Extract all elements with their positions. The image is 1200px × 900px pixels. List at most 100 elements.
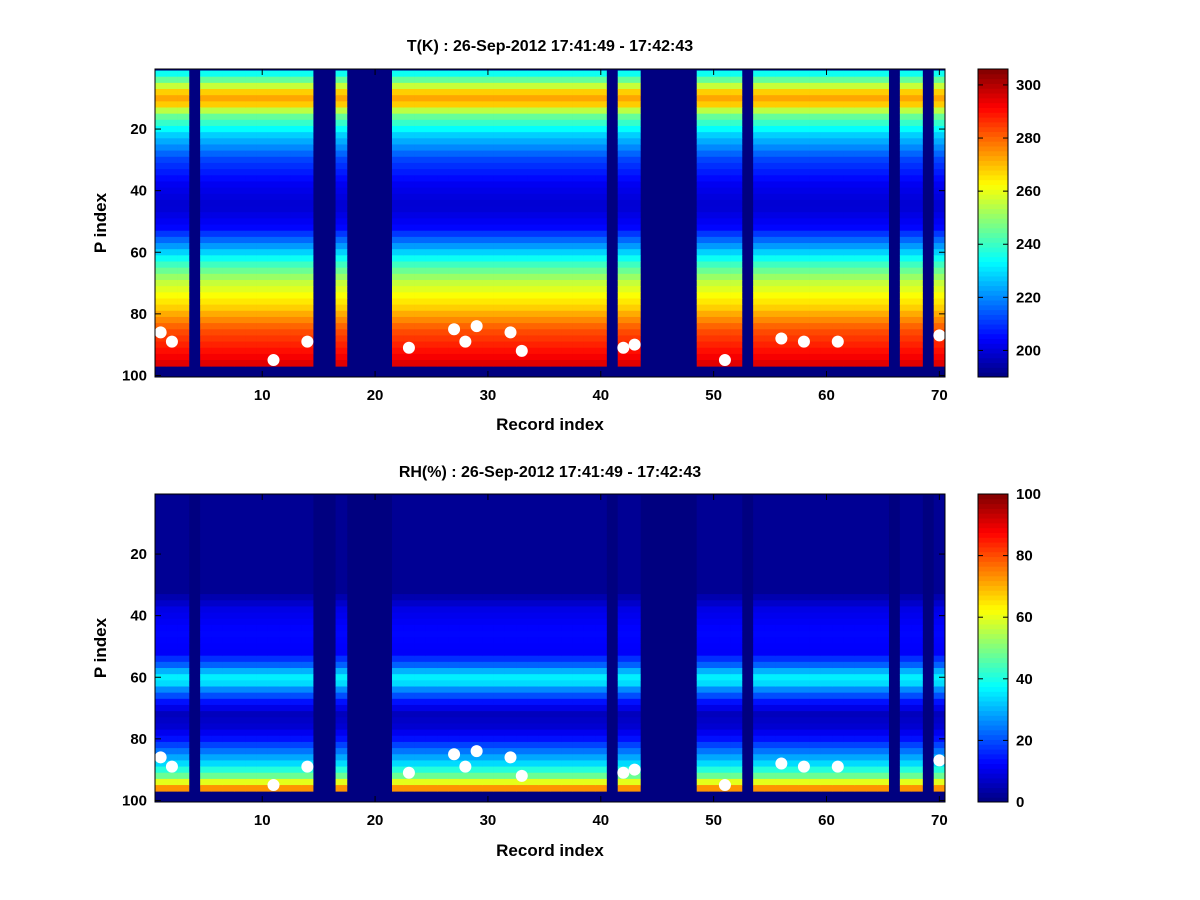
heatmap-cell bbox=[617, 748, 630, 755]
heatmap-cell bbox=[809, 169, 822, 176]
heatmap-cell bbox=[234, 520, 246, 527]
heatmap-cell bbox=[854, 261, 867, 269]
heatmap-cell bbox=[448, 95, 461, 102]
heatmap-cell bbox=[482, 156, 494, 164]
heatmap-cell bbox=[301, 310, 314, 318]
heatmap-cell bbox=[696, 557, 709, 564]
heatmap-cell bbox=[820, 212, 833, 219]
heatmap-cell bbox=[425, 532, 438, 540]
heatmap-cell bbox=[719, 273, 731, 281]
heatmap-cell bbox=[527, 89, 540, 96]
heatmap-cell bbox=[403, 637, 415, 644]
heatmap-cell bbox=[177, 594, 190, 601]
heatmap-cell bbox=[504, 113, 517, 121]
heatmap-cell bbox=[629, 772, 641, 780]
heatmap-cell bbox=[583, 101, 596, 108]
heatmap-cell bbox=[538, 532, 551, 540]
heatmap-cell bbox=[809, 144, 822, 152]
heatmap-cell bbox=[730, 304, 743, 312]
heatmap-cell bbox=[200, 778, 212, 786]
heatmap-cell bbox=[504, 692, 517, 700]
heatmap-cell bbox=[200, 70, 212, 78]
heatmap-cell bbox=[820, 101, 833, 108]
heatmap-cell bbox=[696, 624, 709, 632]
heatmap-cell bbox=[730, 193, 743, 201]
heatmap-cell bbox=[583, 181, 596, 188]
heatmap-cell bbox=[583, 680, 596, 687]
heatmap-cell bbox=[516, 292, 528, 299]
heatmap-cell bbox=[504, 286, 517, 293]
heatmap-cell bbox=[177, 649, 190, 657]
heatmap-cell bbox=[775, 514, 788, 521]
heatmap-cell bbox=[335, 156, 348, 164]
heatmap-cell bbox=[493, 760, 506, 767]
heatmap-cell bbox=[392, 704, 404, 712]
heatmap-cell bbox=[166, 735, 178, 743]
heatmap-cell bbox=[787, 187, 799, 195]
heatmap-cell bbox=[267, 655, 280, 663]
heatmap-cell bbox=[696, 243, 709, 250]
heatmap-cell bbox=[787, 563, 799, 570]
heatmap-cell bbox=[696, 212, 709, 219]
heatmap-cell bbox=[256, 692, 269, 700]
heatmap-cell bbox=[629, 279, 641, 287]
heatmap-cell bbox=[595, 243, 607, 250]
heatmap-cell bbox=[245, 760, 257, 767]
heatmap-cell bbox=[166, 76, 178, 84]
heatmap-cell bbox=[708, 520, 720, 527]
heatmap-cell bbox=[730, 754, 743, 761]
heatmap-cell bbox=[245, 661, 257, 669]
heatmap-cell bbox=[572, 550, 585, 558]
heatmap-cell bbox=[448, 741, 461, 749]
heatmap-cell bbox=[832, 316, 844, 324]
heatmap-cell bbox=[798, 144, 810, 152]
heatmap-cell bbox=[820, 273, 833, 281]
heatmap-cell bbox=[538, 267, 551, 275]
heatmap-cell bbox=[301, 206, 314, 213]
heatmap-cell bbox=[820, 230, 833, 238]
heatmap-cell bbox=[595, 132, 607, 139]
heatmap-cell bbox=[617, 199, 630, 207]
heatmap-cell bbox=[279, 125, 291, 133]
heatmap-cell bbox=[471, 569, 483, 577]
heatmap-cell bbox=[719, 655, 731, 663]
heatmap-cell bbox=[561, 353, 573, 361]
heatmap-cell bbox=[809, 125, 822, 133]
heatmap-cell bbox=[820, 199, 833, 207]
heatmap-cell bbox=[211, 89, 224, 96]
heatmap-cell bbox=[798, 169, 810, 176]
heatmap-cell bbox=[696, 544, 709, 552]
heatmap-cell bbox=[561, 501, 573, 509]
heatmap-cell bbox=[550, 144, 562, 152]
heatmap-cell bbox=[516, 323, 528, 330]
heatmap-cell bbox=[482, 255, 494, 262]
heatmap-cell bbox=[166, 107, 178, 115]
heatmap-cell bbox=[775, 507, 788, 515]
heatmap-cell bbox=[482, 668, 494, 675]
heatmap-cell bbox=[403, 335, 415, 342]
heatmap-cell bbox=[155, 581, 167, 589]
heatmap-cell bbox=[335, 711, 348, 718]
heatmap-cell bbox=[798, 532, 810, 540]
heatmap-cell bbox=[708, 532, 720, 540]
heatmap-cell bbox=[753, 778, 765, 786]
heatmap-cell bbox=[425, 286, 438, 293]
heatmap-cell bbox=[267, 723, 280, 731]
heatmap-cell bbox=[448, 557, 461, 564]
heatmap-cell bbox=[572, 624, 585, 632]
heatmap-cell bbox=[222, 741, 235, 749]
heatmap-cell bbox=[730, 335, 743, 342]
heatmap-cell bbox=[696, 255, 709, 262]
heatmap-cell bbox=[234, 206, 246, 213]
heatmap-cell bbox=[290, 95, 303, 102]
heatmap-cell bbox=[471, 150, 483, 158]
heatmap-cell bbox=[933, 113, 946, 121]
heatmap-cell bbox=[166, 212, 178, 219]
heatmap-cell bbox=[166, 187, 178, 195]
heatmap-cell bbox=[200, 218, 212, 225]
heatmap-cell bbox=[550, 514, 562, 521]
heatmap-cell bbox=[437, 575, 449, 583]
heatmap-cell bbox=[256, 704, 269, 712]
heatmap-cell bbox=[471, 643, 483, 650]
heatmap-cell bbox=[787, 310, 799, 318]
